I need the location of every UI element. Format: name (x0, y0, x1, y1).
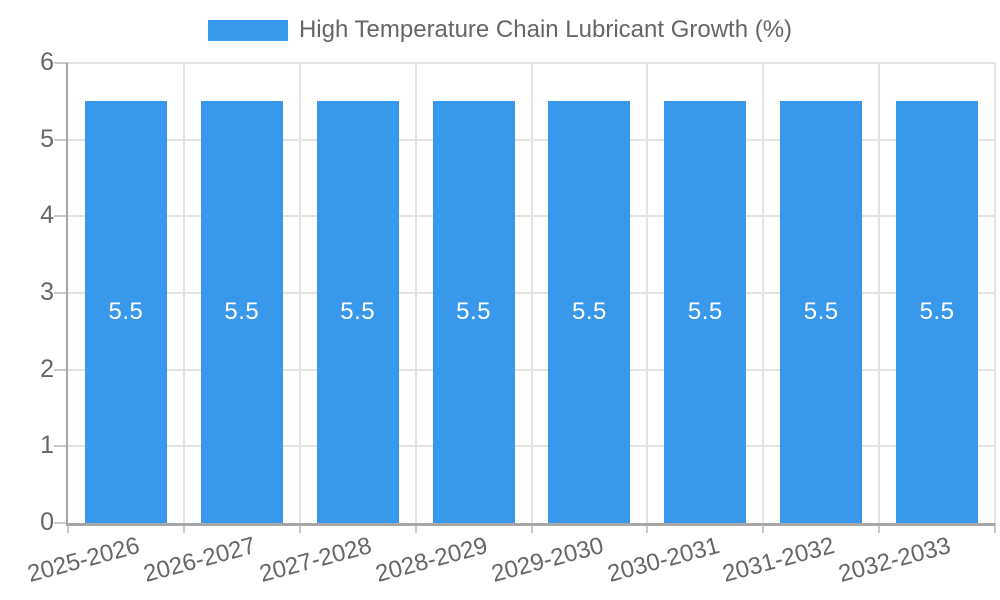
legend[interactable]: High Temperature Chain Lubricant Growth … (0, 16, 1000, 44)
y-tick (54, 215, 68, 218)
bar-value-label: 5.5 (803, 298, 839, 326)
bar-value-label: 5.5 (108, 298, 144, 326)
x-gridline (878, 63, 881, 523)
bar-value-label: 5.5 (687, 298, 723, 326)
y-tick-label: 6 (40, 48, 54, 76)
x-gridline (182, 63, 185, 523)
bar-2025-2026[interactable]: 5.5 (84, 101, 167, 523)
bar-value-label: 5.5 (456, 298, 491, 326)
x-tick (67, 523, 69, 533)
y-axis-line (66, 63, 68, 523)
bar-value-label: 5.5 (340, 298, 376, 326)
bar-2028-2029[interactable]: 5.5 (432, 101, 515, 523)
y-tick-label: 0 (40, 508, 54, 536)
bar-2032-2033[interactable]: 5.5 (896, 101, 979, 523)
y-tick (54, 445, 68, 448)
bar-2030-2031[interactable]: 5.5 (664, 101, 747, 523)
x-category-label: 2025-2026 (24, 532, 143, 588)
y-tick-label: 4 (40, 201, 54, 230)
x-category-label: 2032-2033 (835, 532, 954, 588)
x-tick (298, 523, 301, 533)
bar-value-label: 5.5 (572, 298, 607, 326)
bar-value-label: 5.5 (919, 298, 955, 326)
x-tick (762, 523, 765, 533)
x-gridline (994, 63, 996, 523)
legend-label: High Temperature Chain Lubricant Growth … (298, 16, 793, 43)
y-tick (54, 522, 68, 524)
x-gridline (530, 63, 533, 523)
y-tick (54, 138, 68, 141)
x-gridline (762, 63, 765, 523)
x-category-label: 2027-2028 (256, 532, 375, 588)
x-tick (646, 523, 649, 533)
y-tick-label: 2 (40, 354, 54, 383)
x-tick (182, 523, 185, 533)
bar-2031-2032[interactable]: 5.5 (780, 101, 863, 523)
x-category-label: 2030-2031 (604, 532, 723, 588)
y-tick (54, 62, 68, 64)
x-category-label: 2028-2029 (372, 532, 491, 588)
x-category-label: 2031-2032 (720, 532, 838, 588)
x-tick (530, 523, 533, 533)
x-gridline (646, 63, 649, 523)
x-gridline (298, 63, 301, 523)
y-tick (54, 368, 68, 371)
y-tick-label: 3 (40, 278, 54, 306)
bar-2029-2030[interactable]: 5.5 (548, 101, 631, 523)
x-axis-line (66, 523, 995, 526)
x-tick (994, 523, 996, 533)
x-gridline (414, 63, 417, 523)
y-tick-label: 5 (40, 124, 54, 153)
x-category-label: 2026-2027 (140, 532, 259, 588)
x-tick (414, 523, 417, 533)
bar-2027-2028[interactable]: 5.5 (316, 101, 399, 523)
legend-swatch-icon (207, 19, 288, 41)
bar-value-label: 5.5 (224, 298, 260, 326)
y-tick (54, 292, 68, 294)
x-tick (878, 523, 881, 533)
y-tick-label: 1 (40, 431, 54, 460)
x-category-label: 2029-2030 (488, 532, 607, 588)
bar-2026-2027[interactable]: 5.5 (200, 101, 283, 523)
